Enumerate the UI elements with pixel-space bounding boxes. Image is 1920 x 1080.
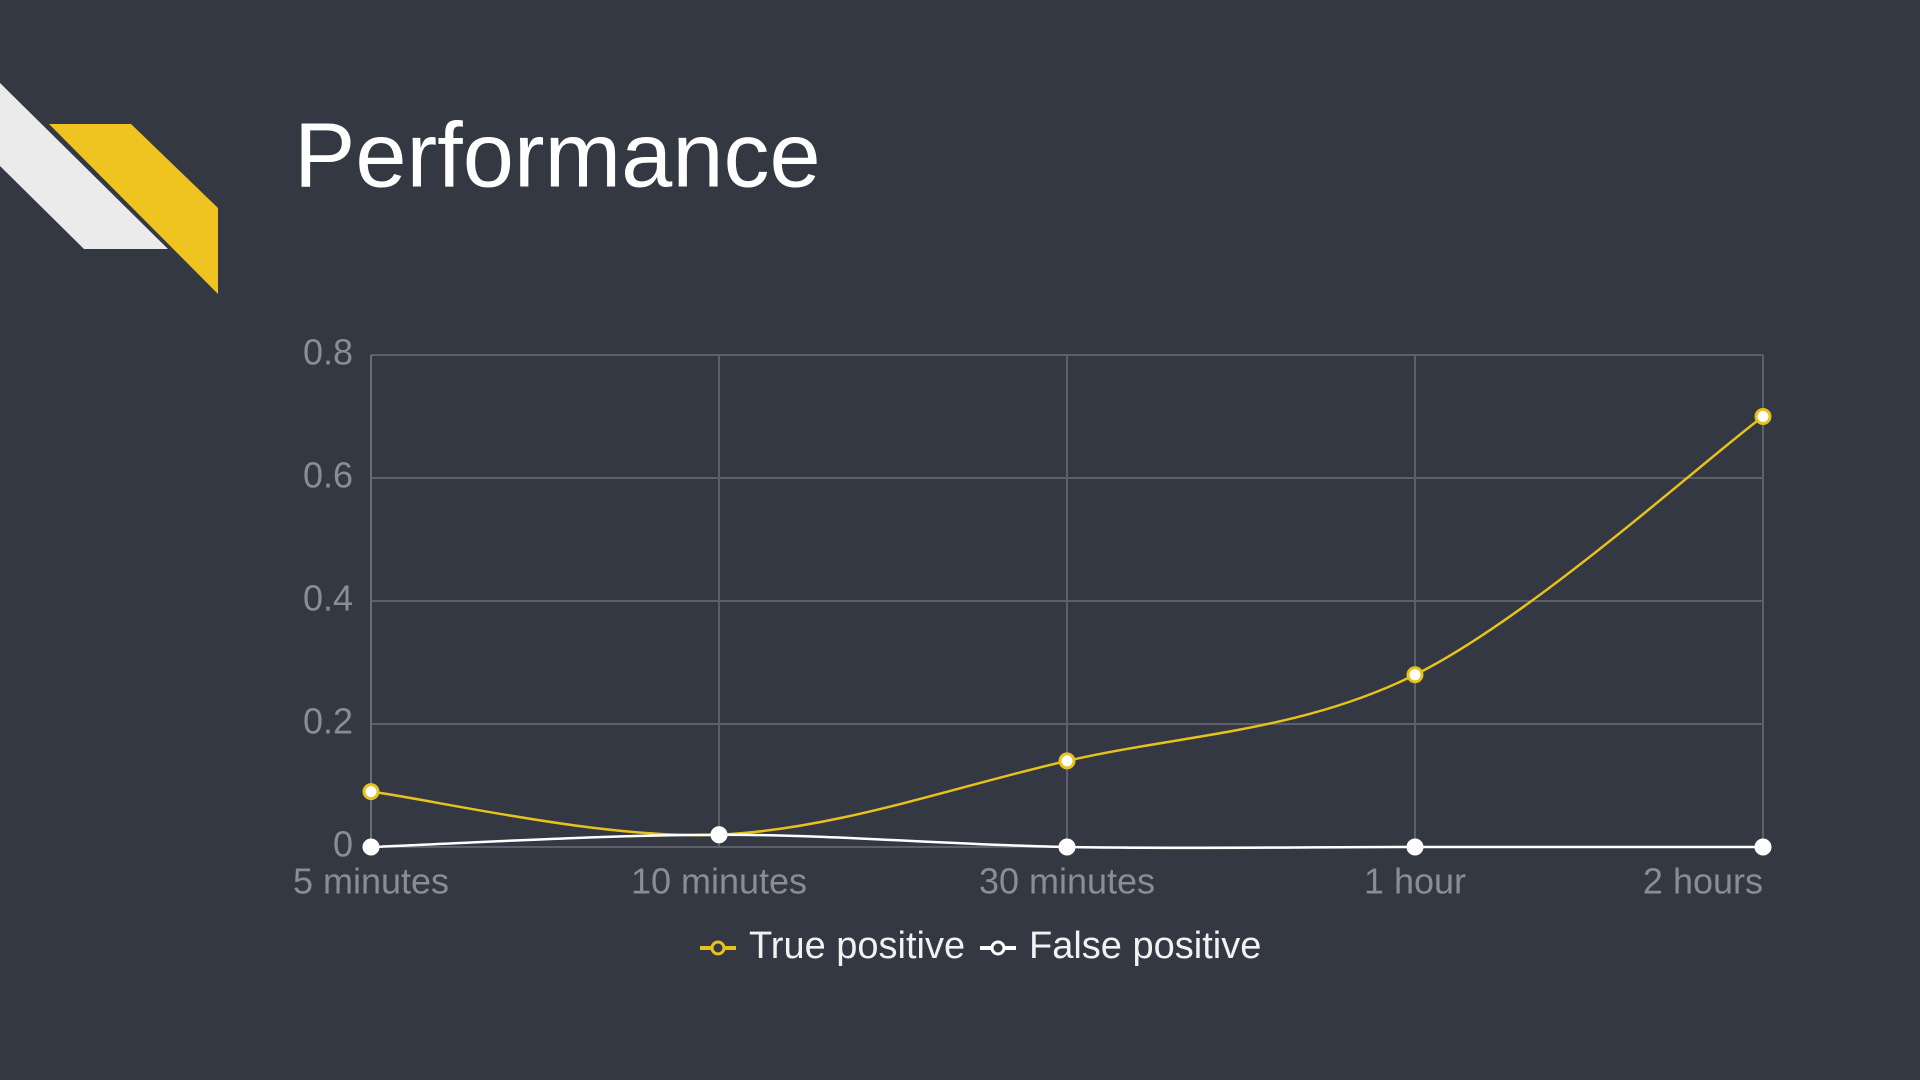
decor-white-stripe [0, 83, 168, 249]
point [710, 826, 728, 844]
point [1058, 838, 1076, 856]
point [362, 838, 380, 856]
x-tick-label: 1 hour [1364, 861, 1466, 902]
y-tick-label: 0.4 [303, 578, 353, 619]
slide-title: Performance [294, 104, 821, 206]
y-tick-label: 0.6 [303, 455, 353, 496]
x-tick-label: 5 minutes [293, 861, 449, 902]
legend-marker [990, 940, 1006, 956]
point [1754, 838, 1772, 856]
decor-yellow-stripe [49, 124, 218, 294]
x-tick-label: 2 hours [1643, 861, 1763, 902]
point [1754, 408, 1772, 425]
series-line [370, 415, 1764, 837]
y-tick-label: 0.8 [303, 332, 353, 373]
legend-label: False positive [1029, 925, 1261, 967]
y-tick-label: 0.2 [303, 701, 353, 742]
y-tick-label: 0 [333, 824, 353, 865]
x-tick-label: 30 minutes [979, 861, 1155, 902]
x-tick-label: 10 minutes [631, 861, 807, 902]
point [1058, 752, 1076, 770]
point [1406, 838, 1424, 856]
point [362, 783, 380, 801]
legend-label: True positive [749, 925, 965, 967]
point [1406, 666, 1424, 684]
legend-marker [710, 940, 726, 956]
